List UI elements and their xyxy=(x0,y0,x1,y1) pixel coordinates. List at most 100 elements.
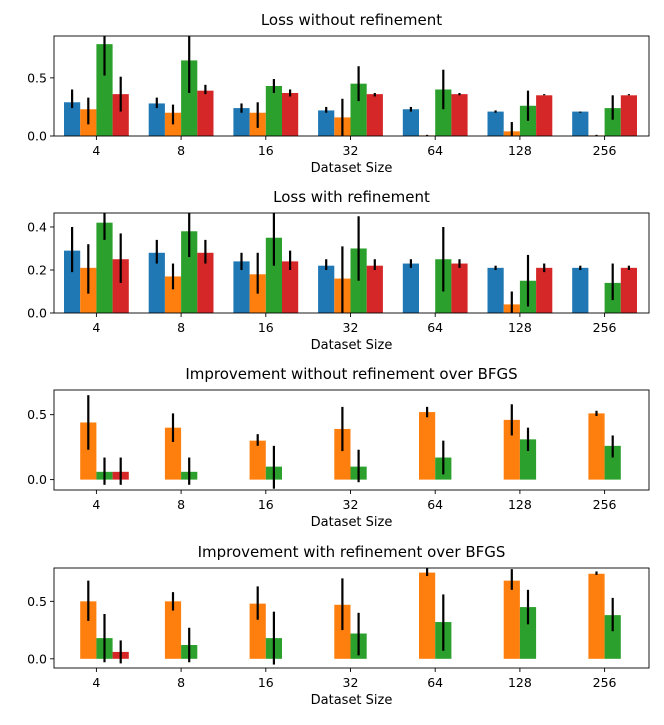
x-tick-label-128: 128 xyxy=(508,143,532,158)
x-tick-label-4: 4 xyxy=(92,320,100,335)
chart-panel-3: Improvement without refinement over BFGS… xyxy=(27,365,650,530)
axes-frame xyxy=(53,389,650,491)
y-tick-label: 0.5 xyxy=(27,70,47,85)
x-tick-label-32: 32 xyxy=(343,143,359,158)
bar-64-s1 xyxy=(402,263,419,313)
x-tick-label-64: 64 xyxy=(427,320,443,335)
x-tick-label-128: 128 xyxy=(508,320,532,335)
x-tick-label-16: 16 xyxy=(258,320,274,335)
bar-32-s2 xyxy=(334,604,351,659)
bar-8-s1 xyxy=(148,252,165,313)
bar-64-s4 xyxy=(451,94,468,136)
bar-256-s3 xyxy=(604,615,621,659)
chart-title: Loss with refinement xyxy=(273,188,430,206)
bar-128-s1 xyxy=(487,267,504,313)
bar-8-s2 xyxy=(164,601,182,659)
bar-4-s4 xyxy=(112,94,129,136)
x-tick-label-8: 8 xyxy=(177,675,185,690)
chart-panel-4: Improvement with refinement over BFGS 0.0… xyxy=(27,543,650,708)
y-tick-label: 0.2 xyxy=(27,262,47,277)
x-tick-label-32: 32 xyxy=(343,320,359,335)
bar-256-s3 xyxy=(604,445,621,480)
bar-4-s1 xyxy=(64,102,81,136)
bar-32-s4 xyxy=(366,265,383,313)
x-axis-label: Dataset Size xyxy=(311,693,393,708)
x-tick-label-128: 128 xyxy=(508,497,532,512)
bar-16-s2 xyxy=(249,603,266,659)
x-tick-label-16: 16 xyxy=(258,143,274,158)
bar-64-s2 xyxy=(419,572,436,659)
bar-16-s1 xyxy=(233,108,250,136)
x-tick-label-64: 64 xyxy=(427,497,443,512)
bar-8-s4 xyxy=(197,252,214,313)
y-tick-label: 0.0 xyxy=(27,306,47,321)
y-tick-label: 0.0 xyxy=(27,129,47,144)
x-tick-label-8: 8 xyxy=(177,143,185,158)
bar-4-s3 xyxy=(96,44,113,136)
bar-64-s4 xyxy=(451,263,468,313)
x-tick-label-32: 32 xyxy=(343,497,359,512)
bar-128-s3 xyxy=(519,439,537,480)
x-tick-label-16: 16 xyxy=(258,497,274,512)
y-tick-label: 0.5 xyxy=(27,407,47,422)
bar-32-s3 xyxy=(350,83,367,136)
x-tick-label-128: 128 xyxy=(508,675,532,690)
bar-32-s1 xyxy=(318,110,335,136)
plot-area xyxy=(80,568,621,665)
bar-128-s4 xyxy=(536,95,553,136)
bar-8-s2 xyxy=(164,427,182,480)
x-axis-label: Dataset Size xyxy=(311,338,393,353)
chart-title: Improvement with refinement over BFGS xyxy=(198,543,506,561)
x-tick-label-256: 256 xyxy=(593,143,617,158)
bar-4-s1 xyxy=(64,250,81,313)
bar-64-s1 xyxy=(402,109,419,136)
y-tick-label: 0.4 xyxy=(27,219,47,234)
x-axis-label: Dataset Size xyxy=(311,515,393,530)
bar-16-s4 xyxy=(282,92,299,136)
bar-32-s1 xyxy=(318,265,335,313)
bar-16-s4 xyxy=(282,261,299,313)
bar-128-s4 xyxy=(536,267,553,313)
plot-area xyxy=(80,395,621,489)
bar-8-s3 xyxy=(181,231,198,313)
x-axis-label: Dataset Size xyxy=(311,161,393,176)
chart-title: Improvement without refinement over BFGS xyxy=(185,365,517,383)
bar-64-s3 xyxy=(435,89,452,136)
x-tick-label-4: 4 xyxy=(92,143,100,158)
x-tick-label-4: 4 xyxy=(92,497,100,512)
bar-128-s1 xyxy=(487,111,504,136)
x-tick-label-256: 256 xyxy=(593,675,617,690)
axes-frame xyxy=(53,567,650,669)
bar-256-s1 xyxy=(572,111,589,136)
bar-256-s3 xyxy=(604,108,621,136)
bar-256-s2 xyxy=(588,413,605,480)
y-tick-label: 0.0 xyxy=(27,472,47,487)
bar-256-s1 xyxy=(572,267,589,313)
plot-area xyxy=(64,213,637,313)
y-tick-label: 0.5 xyxy=(27,594,47,609)
bar-8-s2 xyxy=(164,276,182,313)
x-tick-label-256: 256 xyxy=(593,320,617,335)
x-tick-label-8: 8 xyxy=(177,320,185,335)
plot-area xyxy=(64,36,637,136)
bar-16-s3 xyxy=(265,86,282,136)
bar-4-s4 xyxy=(112,259,129,313)
chart-panel-2: Loss with refinement 0.0 0.2 0.4 4 8 16 32 64 128… xyxy=(27,188,650,353)
y-tick-label: 0.0 xyxy=(27,651,47,666)
bar-64-s2 xyxy=(419,412,436,480)
bar-16-s2 xyxy=(249,440,266,480)
x-tick-label-4: 4 xyxy=(92,675,100,690)
axes-frame xyxy=(53,35,650,137)
bar-4-s2 xyxy=(80,422,97,480)
x-tick-label-16: 16 xyxy=(258,675,274,690)
bar-32-s2 xyxy=(334,428,351,480)
bar-4-s3 xyxy=(96,222,113,313)
bar-8-s4 xyxy=(197,90,214,136)
bar-16-s1 xyxy=(233,261,250,313)
x-tick-label-256: 256 xyxy=(593,497,617,512)
axes-frame xyxy=(53,212,650,314)
x-tick-label-64: 64 xyxy=(427,675,443,690)
bar-256-s4 xyxy=(620,95,637,136)
chart-panel-1: Loss without refinement 0.0 0.5 4 8 16 32 64 128… xyxy=(27,11,650,176)
